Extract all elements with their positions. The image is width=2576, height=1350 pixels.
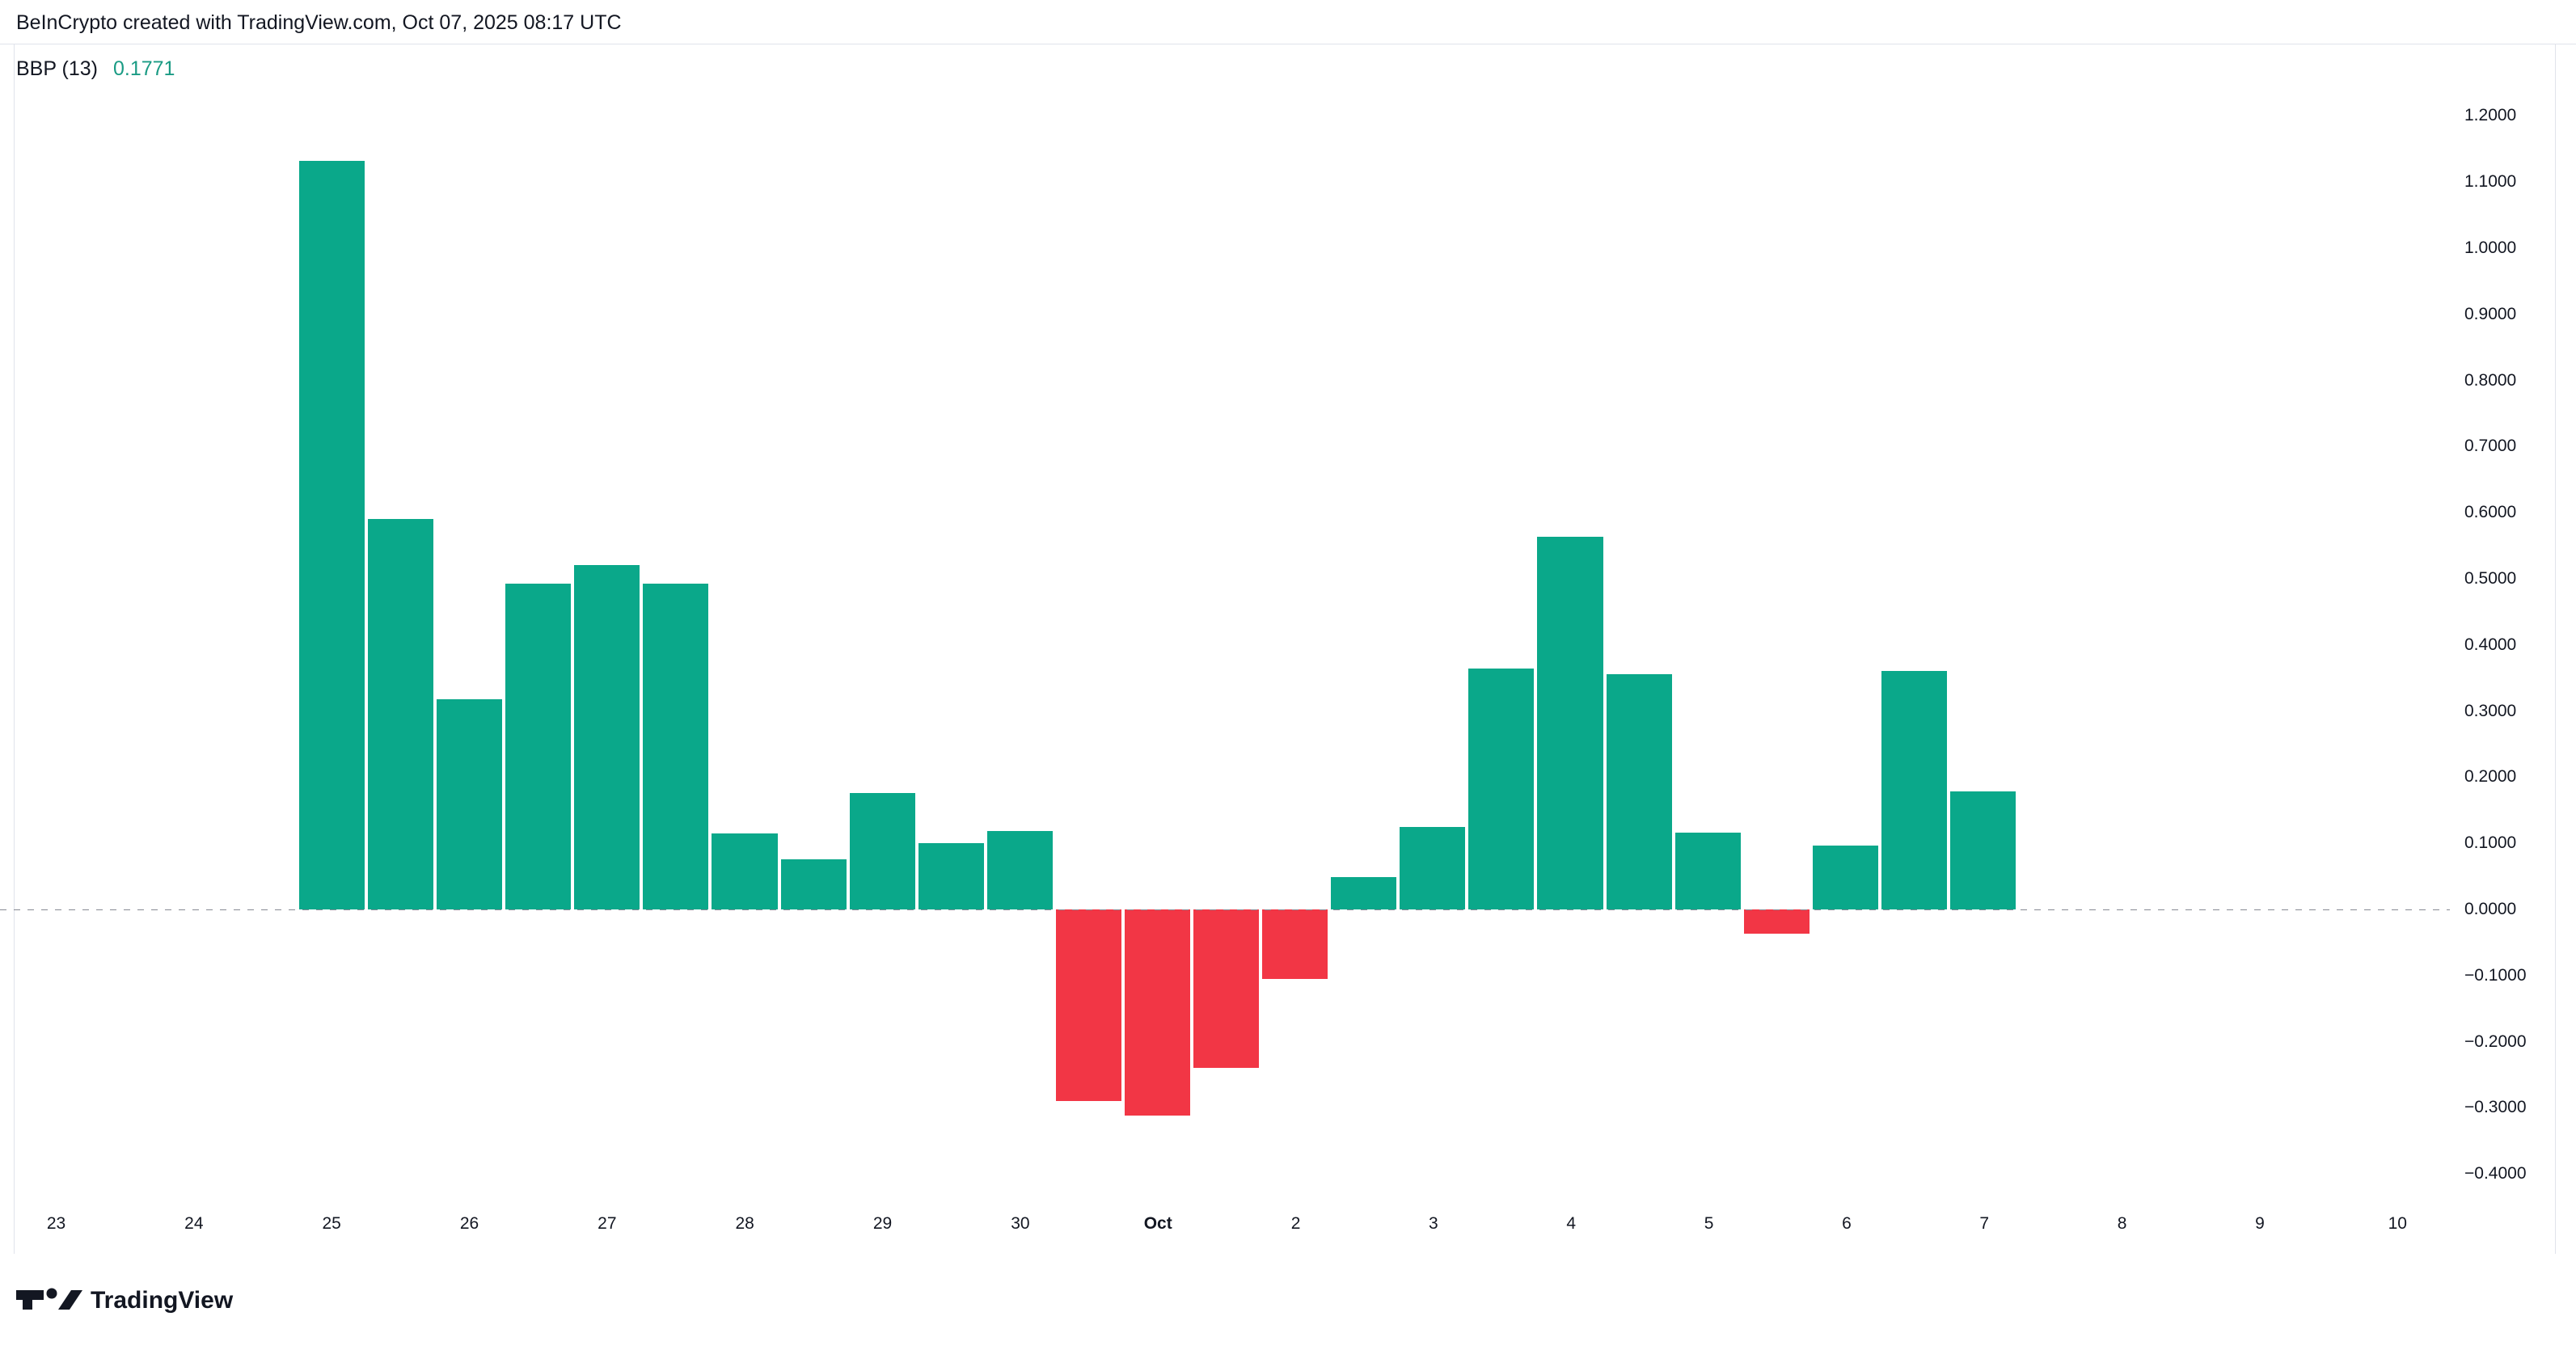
svg-text:TradingView: TradingView [91, 1287, 234, 1314]
